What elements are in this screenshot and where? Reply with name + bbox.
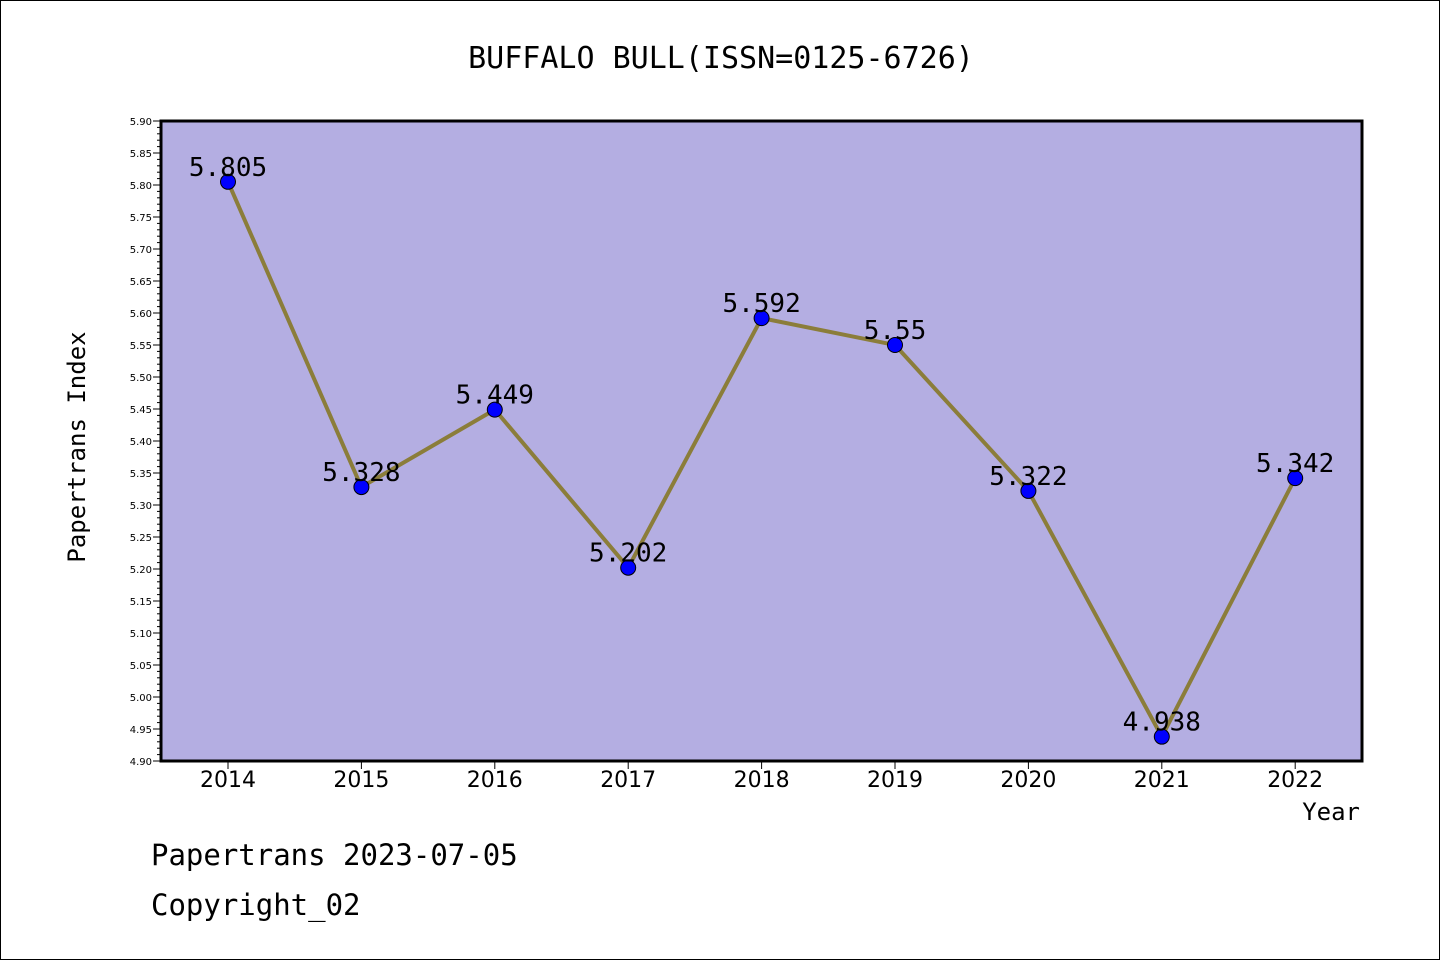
y-tick-label: 5.20 [130, 565, 152, 576]
data-point [220, 173, 236, 190]
y-tick-label: 5.15 [130, 597, 152, 608]
chart-title: BUFFALO BULL(ISSN=0125-6726) [468, 41, 974, 76]
x-tick-label: 2020 [1000, 768, 1056, 793]
y-tick-label: 5.70 [130, 245, 152, 256]
x-axis-ticks: 2014 2015 2016 2017 2018 2019 2020 2021 2022 [200, 761, 1323, 793]
footer-copyright: Copyright_02 [151, 888, 361, 923]
data-point [1020, 482, 1037, 499]
data-point [353, 479, 370, 496]
x-tick-label: 2014 [200, 768, 256, 793]
data-labels-layer: 5.805 5.328 5.449 5.202 5.592 5.55 5.322 4.938 5… [189, 153, 1334, 738]
y-tick-label: 5.25 [130, 533, 152, 544]
y-tick-label: 5.30 [130, 501, 152, 512]
y-tick-label: 5.75 [130, 213, 152, 224]
plot-area [161, 121, 1362, 761]
data-label: 5.328 [322, 458, 400, 488]
y-tick-label: 5.55 [130, 341, 152, 352]
y-tick-label: 5.40 [130, 437, 152, 448]
data-label: 5.342 [1256, 449, 1334, 479]
y-tick-label: 5.80 [130, 181, 152, 192]
x-tick-label: 2021 [1134, 768, 1190, 793]
y-tick-label: 5.05 [130, 661, 152, 672]
data-label: 5.449 [456, 381, 534, 411]
y-tick-label: 5.65 [130, 277, 152, 288]
data-point [1153, 728, 1170, 745]
x-tick-label: 2016 [467, 768, 523, 793]
data-point [486, 401, 503, 418]
y-axis-ticks: 4.90 4.95 5.00 5.05 5.10 5.15 5.20 5.25 5.30 5.35… [130, 117, 161, 768]
x-tick-label: 2022 [1267, 768, 1323, 793]
x-tick-label: 2017 [600, 768, 656, 793]
data-label: 5.322 [989, 462, 1067, 492]
data-point [887, 337, 903, 353]
y-tick-label: 4.90 [130, 757, 152, 768]
y-tick-label: 5.60 [130, 309, 152, 320]
data-point [1287, 470, 1304, 487]
x-tick-label: 2018 [734, 768, 790, 793]
y-tick-label: 4.95 [130, 725, 152, 736]
data-label: 5.202 [589, 539, 667, 569]
y-tick-label: 5.35 [130, 469, 152, 480]
data-point [620, 559, 637, 576]
y-tick-label: 5.10 [130, 629, 152, 640]
data-label: 4.938 [1123, 708, 1201, 738]
y-tick-label: 5.00 [130, 693, 152, 704]
data-label: 5.55 [864, 316, 927, 346]
y-tick-label: 5.85 [130, 149, 152, 160]
x-tick-label: 2015 [333, 768, 389, 793]
data-point [753, 310, 770, 327]
x-axis-label: Year [1302, 798, 1360, 826]
y-tick-label: 5.45 [130, 405, 152, 416]
y-axis-label: Papertrans Index [63, 331, 91, 562]
series-layer [220, 173, 1304, 745]
data-label: 5.592 [722, 289, 800, 319]
y-tick-label: 5.90 [130, 117, 152, 128]
x-tick-label: 2019 [867, 768, 923, 793]
footer-date: Papertrans 2023-07-05 [151, 838, 518, 872]
y-tick-label: 5.50 [130, 373, 152, 384]
data-label: 5.805 [189, 153, 267, 183]
plot-border [159, 119, 1364, 763]
